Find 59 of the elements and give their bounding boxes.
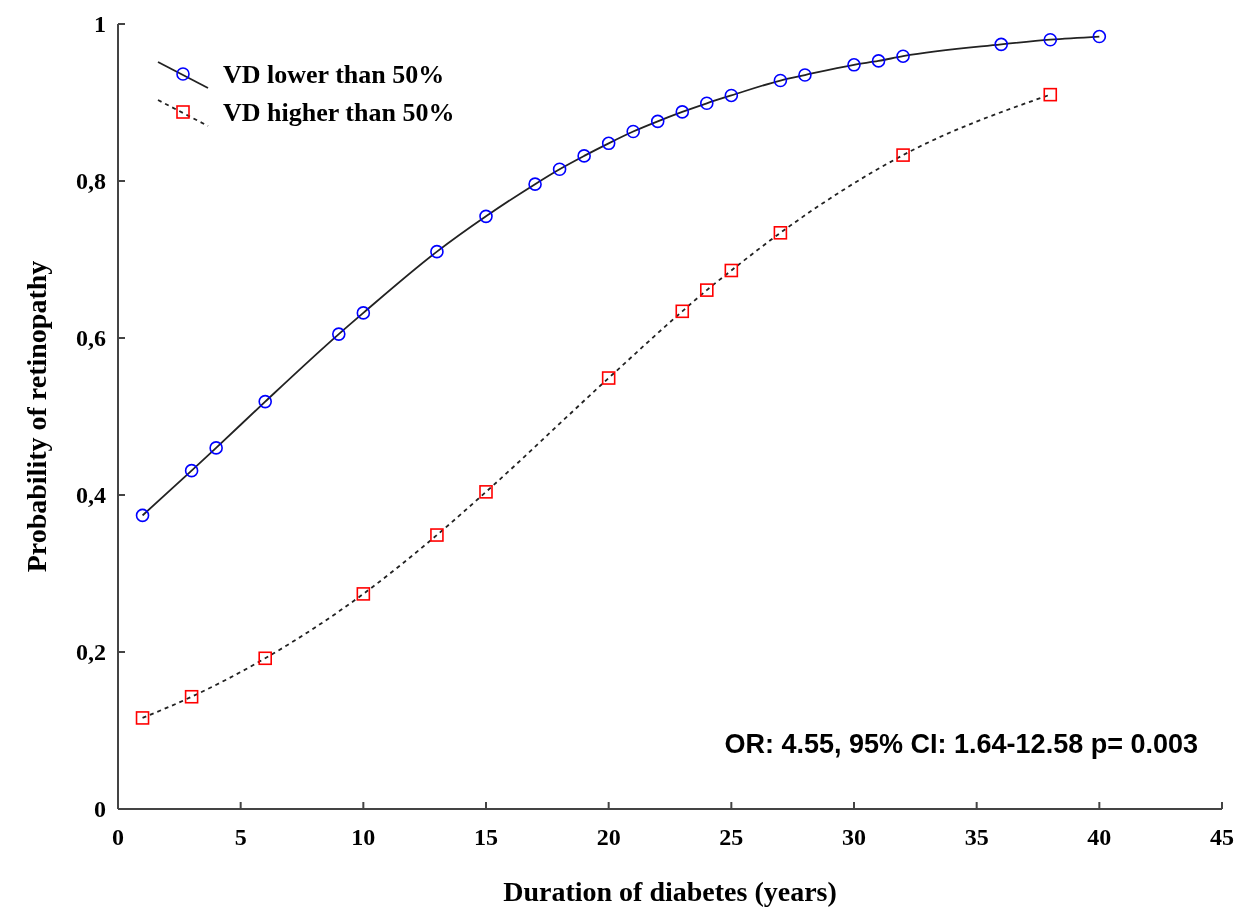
point: [675, 304, 690, 319]
x-tick-label: 35: [964, 824, 989, 850]
x-tick-label: 40: [1087, 824, 1112, 850]
y-tick-label: 0: [94, 796, 106, 822]
point: [332, 327, 346, 341]
point: [798, 68, 812, 82]
point: [626, 124, 640, 139]
y-tick-label: 1: [94, 11, 106, 37]
x-tick-label: 5: [234, 824, 247, 850]
point: [601, 136, 616, 151]
point: [552, 162, 567, 177]
point: [577, 149, 591, 163]
y-tick-label: 0,4: [76, 482, 106, 508]
point: [601, 371, 616, 385]
point: [847, 58, 861, 72]
x-tick-label: 0: [112, 824, 124, 850]
x-tick-label: 25: [719, 824, 744, 850]
point: [135, 711, 150, 725]
point: [650, 114, 665, 129]
x-tick-label: 15: [474, 824, 498, 850]
annotation: OR: 4.55, 95% CI: 1.64-12.58 p= 0.003: [724, 729, 1198, 759]
point: [479, 209, 493, 224]
point: [724, 88, 739, 103]
point: [184, 463, 199, 478]
y-tick-label: 0,8: [76, 168, 106, 194]
point: [209, 441, 223, 455]
point: [994, 37, 1008, 52]
x-tick-label: 30: [842, 824, 866, 850]
x-axis-title: Duration of diabetes (years): [503, 876, 837, 907]
point: [430, 244, 444, 259]
y-tick-label: 0,2: [76, 639, 106, 665]
y-axis-title: Probability of retinopathy: [21, 260, 52, 573]
point: [528, 177, 542, 191]
point: [896, 49, 910, 63]
x-tick-label: 20: [596, 824, 621, 850]
x-tick-label: 10: [351, 824, 376, 850]
point: [1043, 32, 1058, 47]
point: [700, 96, 714, 111]
point: [258, 651, 272, 666]
point: [773, 226, 788, 240]
point: [773, 73, 788, 88]
point: [1092, 29, 1107, 44]
x-tick-label: 45: [1210, 824, 1234, 850]
point: [430, 528, 444, 542]
point: [258, 394, 272, 409]
legend-label: VD lower than 50%: [223, 60, 445, 89]
point: [700, 283, 714, 297]
point: [871, 54, 886, 68]
point: [356, 306, 371, 320]
point: [135, 508, 150, 523]
point: [724, 263, 739, 278]
point: [896, 148, 910, 162]
point: [1043, 87, 1058, 102]
y-tick-label: 0,6: [76, 325, 106, 351]
point: [675, 105, 690, 119]
point: [184, 689, 199, 704]
point: [479, 485, 493, 499]
legend-label: VD higher than 50%: [223, 98, 455, 127]
point: [356, 587, 371, 601]
